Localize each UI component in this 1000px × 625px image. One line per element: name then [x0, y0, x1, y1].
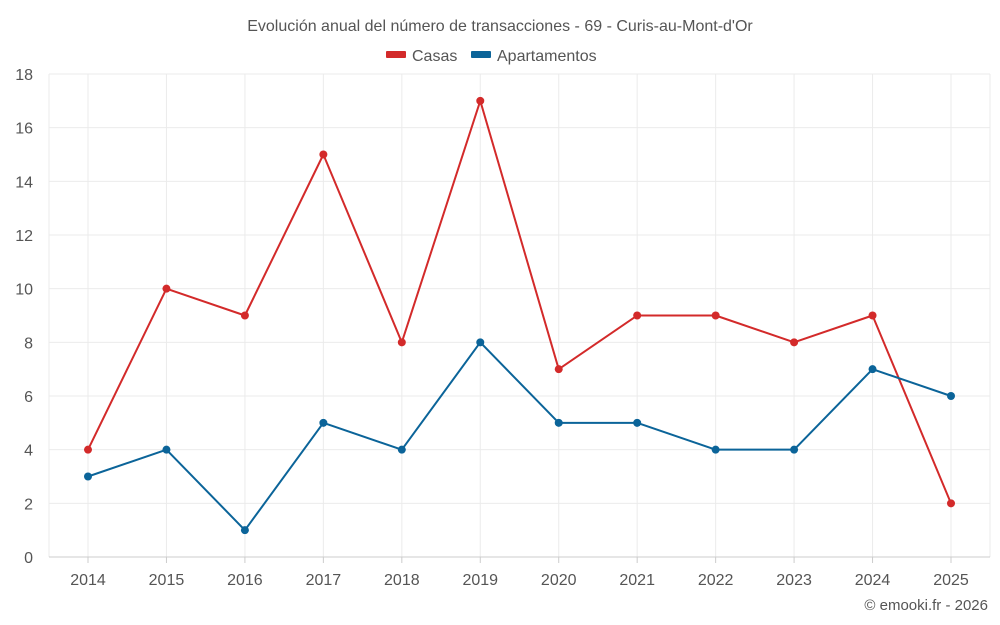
data-point-apartamentos — [319, 418, 328, 427]
legend-label-apartamentos: Apartamentos — [497, 48, 597, 65]
x-tick-label: 2021 — [619, 572, 655, 589]
data-point-casas — [711, 311, 720, 320]
legend-item-apartamentos[interactable]: Apartamentos — [471, 48, 597, 65]
y-tick-label: 8 — [24, 335, 33, 352]
grid — [48, 73, 991, 557]
x-tick-label: 2024 — [855, 572, 891, 589]
series-line-casas — [87, 99, 952, 504]
y-tick-label: 10 — [15, 282, 33, 299]
data-point-apartamentos — [240, 526, 249, 535]
data-point-apartamentos — [633, 418, 642, 427]
credit-text[interactable]: © emooki.fr - 2026 — [864, 597, 988, 614]
data-point-casas — [554, 365, 563, 374]
legend-swatch-casas — [386, 51, 406, 58]
y-tick-label: 4 — [24, 443, 33, 460]
legend-swatch-apartamentos — [471, 51, 491, 58]
x-tick-label: 2019 — [462, 572, 498, 589]
data-point-apartamentos — [790, 445, 799, 454]
legend: Casas Apartamentos — [386, 48, 597, 65]
data-point-apartamentos — [397, 445, 406, 454]
x-tick-label: 2020 — [541, 572, 577, 589]
y-tick-label: 12 — [15, 228, 33, 245]
x-tick-label: 2018 — [384, 572, 420, 589]
x-tick-label: 2015 — [149, 572, 185, 589]
x-tick-label: 2023 — [776, 572, 812, 589]
x-tick-label: 2022 — [698, 572, 734, 589]
data-point-casas — [162, 284, 171, 293]
y-tick-label: 6 — [24, 389, 33, 406]
data-point-casas — [84, 445, 92, 454]
data-point-casas — [240, 311, 249, 320]
y-tick-label: 14 — [15, 174, 33, 191]
data-point-apartamentos — [947, 392, 955, 400]
data-point-apartamentos — [476, 338, 485, 347]
legend-label-casas: Casas — [412, 48, 457, 65]
data-point-apartamentos — [84, 472, 92, 481]
data-point-apartamentos — [868, 365, 877, 374]
data-point-casas — [633, 311, 642, 320]
axes: 0 2 4 6 8 10 12 14 16 18 2014 2015 2016 2017 2018 2019 2… — [15, 67, 990, 589]
x-tick-label: 2025 — [933, 572, 969, 589]
data-point-apartamentos — [554, 418, 563, 427]
legend-item-casas[interactable]: Casas — [386, 48, 457, 65]
y-tick-label: 0 — [24, 550, 33, 567]
series-line-apartamentos — [87, 341, 952, 532]
y-tick-label: 18 — [15, 67, 33, 84]
data-point-casas — [868, 311, 877, 320]
x-tick-label: 2016 — [227, 572, 263, 589]
y-tick-label: 16 — [15, 121, 33, 138]
x-tick-label: 2017 — [306, 572, 342, 589]
data-point-casas — [790, 338, 799, 347]
data-point-casas — [319, 150, 328, 159]
data-point-casas — [476, 96, 485, 105]
x-tick-label: 2014 — [70, 572, 106, 589]
data-point-apartamentos — [162, 445, 171, 454]
series — [84, 96, 955, 535]
data-point-casas — [397, 338, 406, 347]
data-point-casas — [947, 499, 955, 508]
data-point-apartamentos — [711, 445, 720, 454]
chart-title: Evolución anual del número de transaccio… — [247, 18, 753, 35]
y-tick-label: 2 — [24, 496, 33, 513]
